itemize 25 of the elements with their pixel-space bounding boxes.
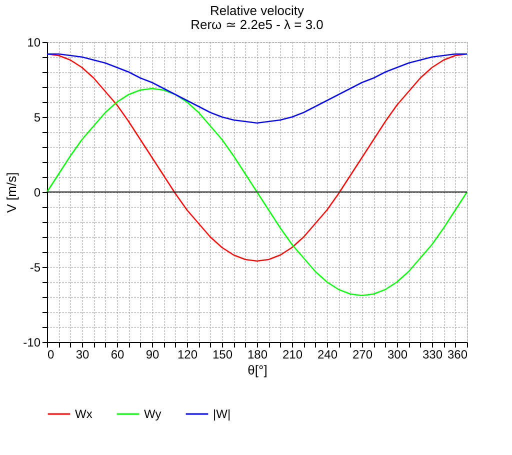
chart-subtitle: Rerω ≃ 2.2e5 - λ = 3.0 [190, 17, 324, 32]
y-tick-label: 0 [34, 186, 41, 200]
chart-title: Relative velocity [210, 3, 304, 18]
x-tick-label: 60 [110, 348, 124, 362]
x-tick-label: 30 [76, 348, 90, 362]
x-tick-label: 0 [48, 348, 54, 362]
x-tick-label: 360 [447, 348, 468, 362]
legend-label: |W| [213, 407, 231, 421]
y-tick-label: 10 [27, 36, 41, 50]
x-axis-title: θ[°] [248, 362, 268, 378]
x-tick-label: 270 [352, 348, 373, 362]
x-tick-label: 150 [212, 348, 233, 362]
legend-label: Wy [144, 407, 162, 421]
legend-label: Wx [75, 407, 92, 421]
y-tick-label: -5 [30, 260, 41, 274]
x-tick-label: 210 [282, 348, 303, 362]
y-tick-label: 5 [34, 110, 41, 124]
x-tick-label: 90 [146, 348, 160, 362]
x-tick-label: 240 [317, 348, 338, 362]
y-tick-label: -10 [23, 336, 41, 350]
x-tick-label: 330 [422, 348, 443, 362]
x-tick-label: 300 [387, 348, 408, 362]
x-tick-label: 120 [177, 348, 198, 362]
y-axis-title: V [m/s] [4, 172, 20, 213]
x-tick-label: 180 [247, 348, 268, 362]
